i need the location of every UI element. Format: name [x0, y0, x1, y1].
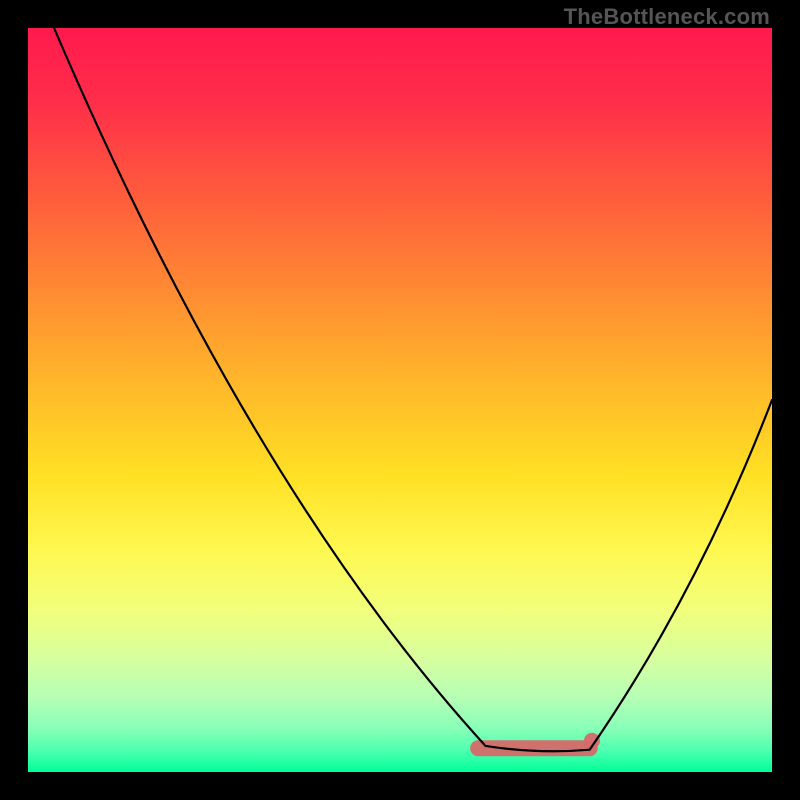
watermark-text: TheBottleneck.com: [564, 4, 770, 30]
plot-area: [28, 28, 772, 772]
chart-container: TheBottleneck.com: [0, 0, 800, 800]
curve-overlay: [28, 28, 772, 772]
bottleneck-curve: [54, 28, 772, 751]
optimal-range-marker: [478, 733, 600, 749]
